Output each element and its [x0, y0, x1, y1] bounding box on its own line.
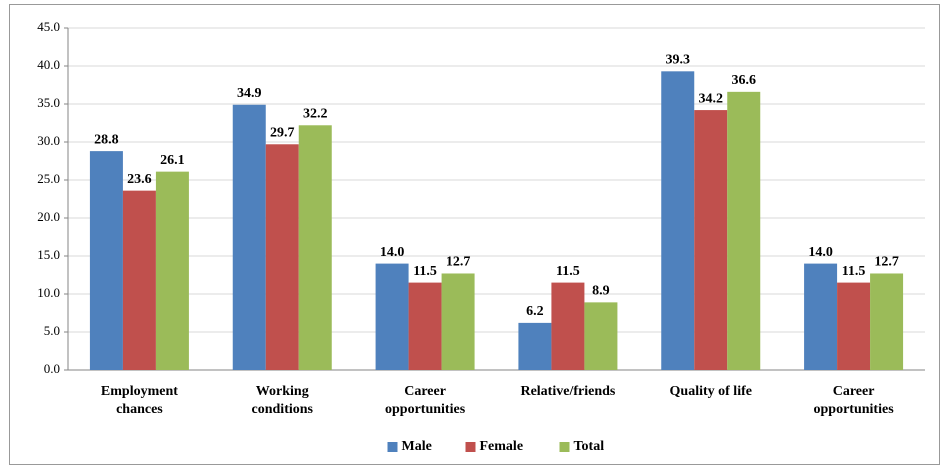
y-tick-label: 15.0 — [37, 247, 60, 262]
y-tick-label: 20.0 — [37, 209, 60, 224]
x-tick-label: chances — [116, 402, 163, 417]
data-label: 6.2 — [526, 304, 544, 319]
legend-label: Male — [402, 439, 432, 454]
data-label: 11.5 — [413, 264, 437, 279]
x-tick-label: Working — [256, 384, 309, 399]
x-tick-label: opportunities — [385, 402, 466, 417]
y-tick-label: 35.0 — [37, 95, 60, 110]
y-tick-label: 10.0 — [37, 285, 60, 300]
y-tick-label: 40.0 — [37, 57, 60, 72]
y-tick-label: 30.0 — [37, 133, 60, 148]
x-tick-label: Career — [404, 384, 446, 399]
bar — [441, 273, 475, 370]
data-label: 34.2 — [699, 91, 724, 106]
data-label: 8.9 — [592, 284, 610, 299]
legend-label: Total — [574, 439, 605, 454]
bar — [155, 171, 189, 370]
bar — [870, 273, 904, 370]
data-label: 36.6 — [732, 73, 757, 88]
bar — [89, 151, 123, 370]
data-label: 26.1 — [160, 153, 185, 168]
data-label: 39.3 — [666, 53, 691, 68]
legend-swatch — [559, 442, 570, 452]
data-label: 12.7 — [446, 255, 471, 270]
legend-swatch — [465, 442, 476, 452]
bar — [804, 263, 838, 370]
data-label: 32.2 — [303, 106, 328, 121]
x-tick-label: conditions — [252, 402, 314, 417]
bar — [694, 110, 728, 370]
data-label: 11.5 — [842, 264, 866, 279]
x-tick-label: opportunities — [814, 402, 895, 417]
bar — [298, 125, 332, 370]
y-tick-label: 45.0 — [37, 19, 60, 34]
x-tick-label: Quality of life — [670, 384, 752, 399]
bar — [232, 104, 266, 370]
data-label: 11.5 — [556, 264, 580, 279]
bar — [122, 190, 156, 370]
data-label: 28.8 — [94, 132, 119, 147]
data-label: 34.9 — [237, 86, 262, 101]
x-tick-label: Career — [833, 384, 875, 399]
data-label: 14.0 — [380, 245, 405, 260]
data-label: 23.6 — [127, 172, 152, 187]
bar — [551, 282, 585, 370]
bar — [265, 144, 299, 370]
bar — [661, 71, 695, 370]
x-tick-label: Relative/friends — [520, 384, 615, 399]
y-tick-label: 5.0 — [44, 323, 60, 338]
data-label: 29.7 — [270, 125, 295, 140]
bar — [727, 91, 761, 370]
bar — [408, 282, 442, 370]
x-tick-label: Employment — [101, 384, 178, 399]
bar — [584, 302, 618, 370]
y-tick-label: 25.0 — [37, 171, 60, 186]
legend-label: Female — [480, 439, 524, 454]
y-tick-label: 0.0 — [44, 361, 60, 376]
data-label: 14.0 — [808, 245, 833, 260]
bar — [518, 322, 552, 370]
bar — [375, 263, 409, 370]
legend-swatch — [387, 442, 398, 452]
bar — [837, 282, 871, 370]
data-label: 12.7 — [874, 255, 899, 270]
